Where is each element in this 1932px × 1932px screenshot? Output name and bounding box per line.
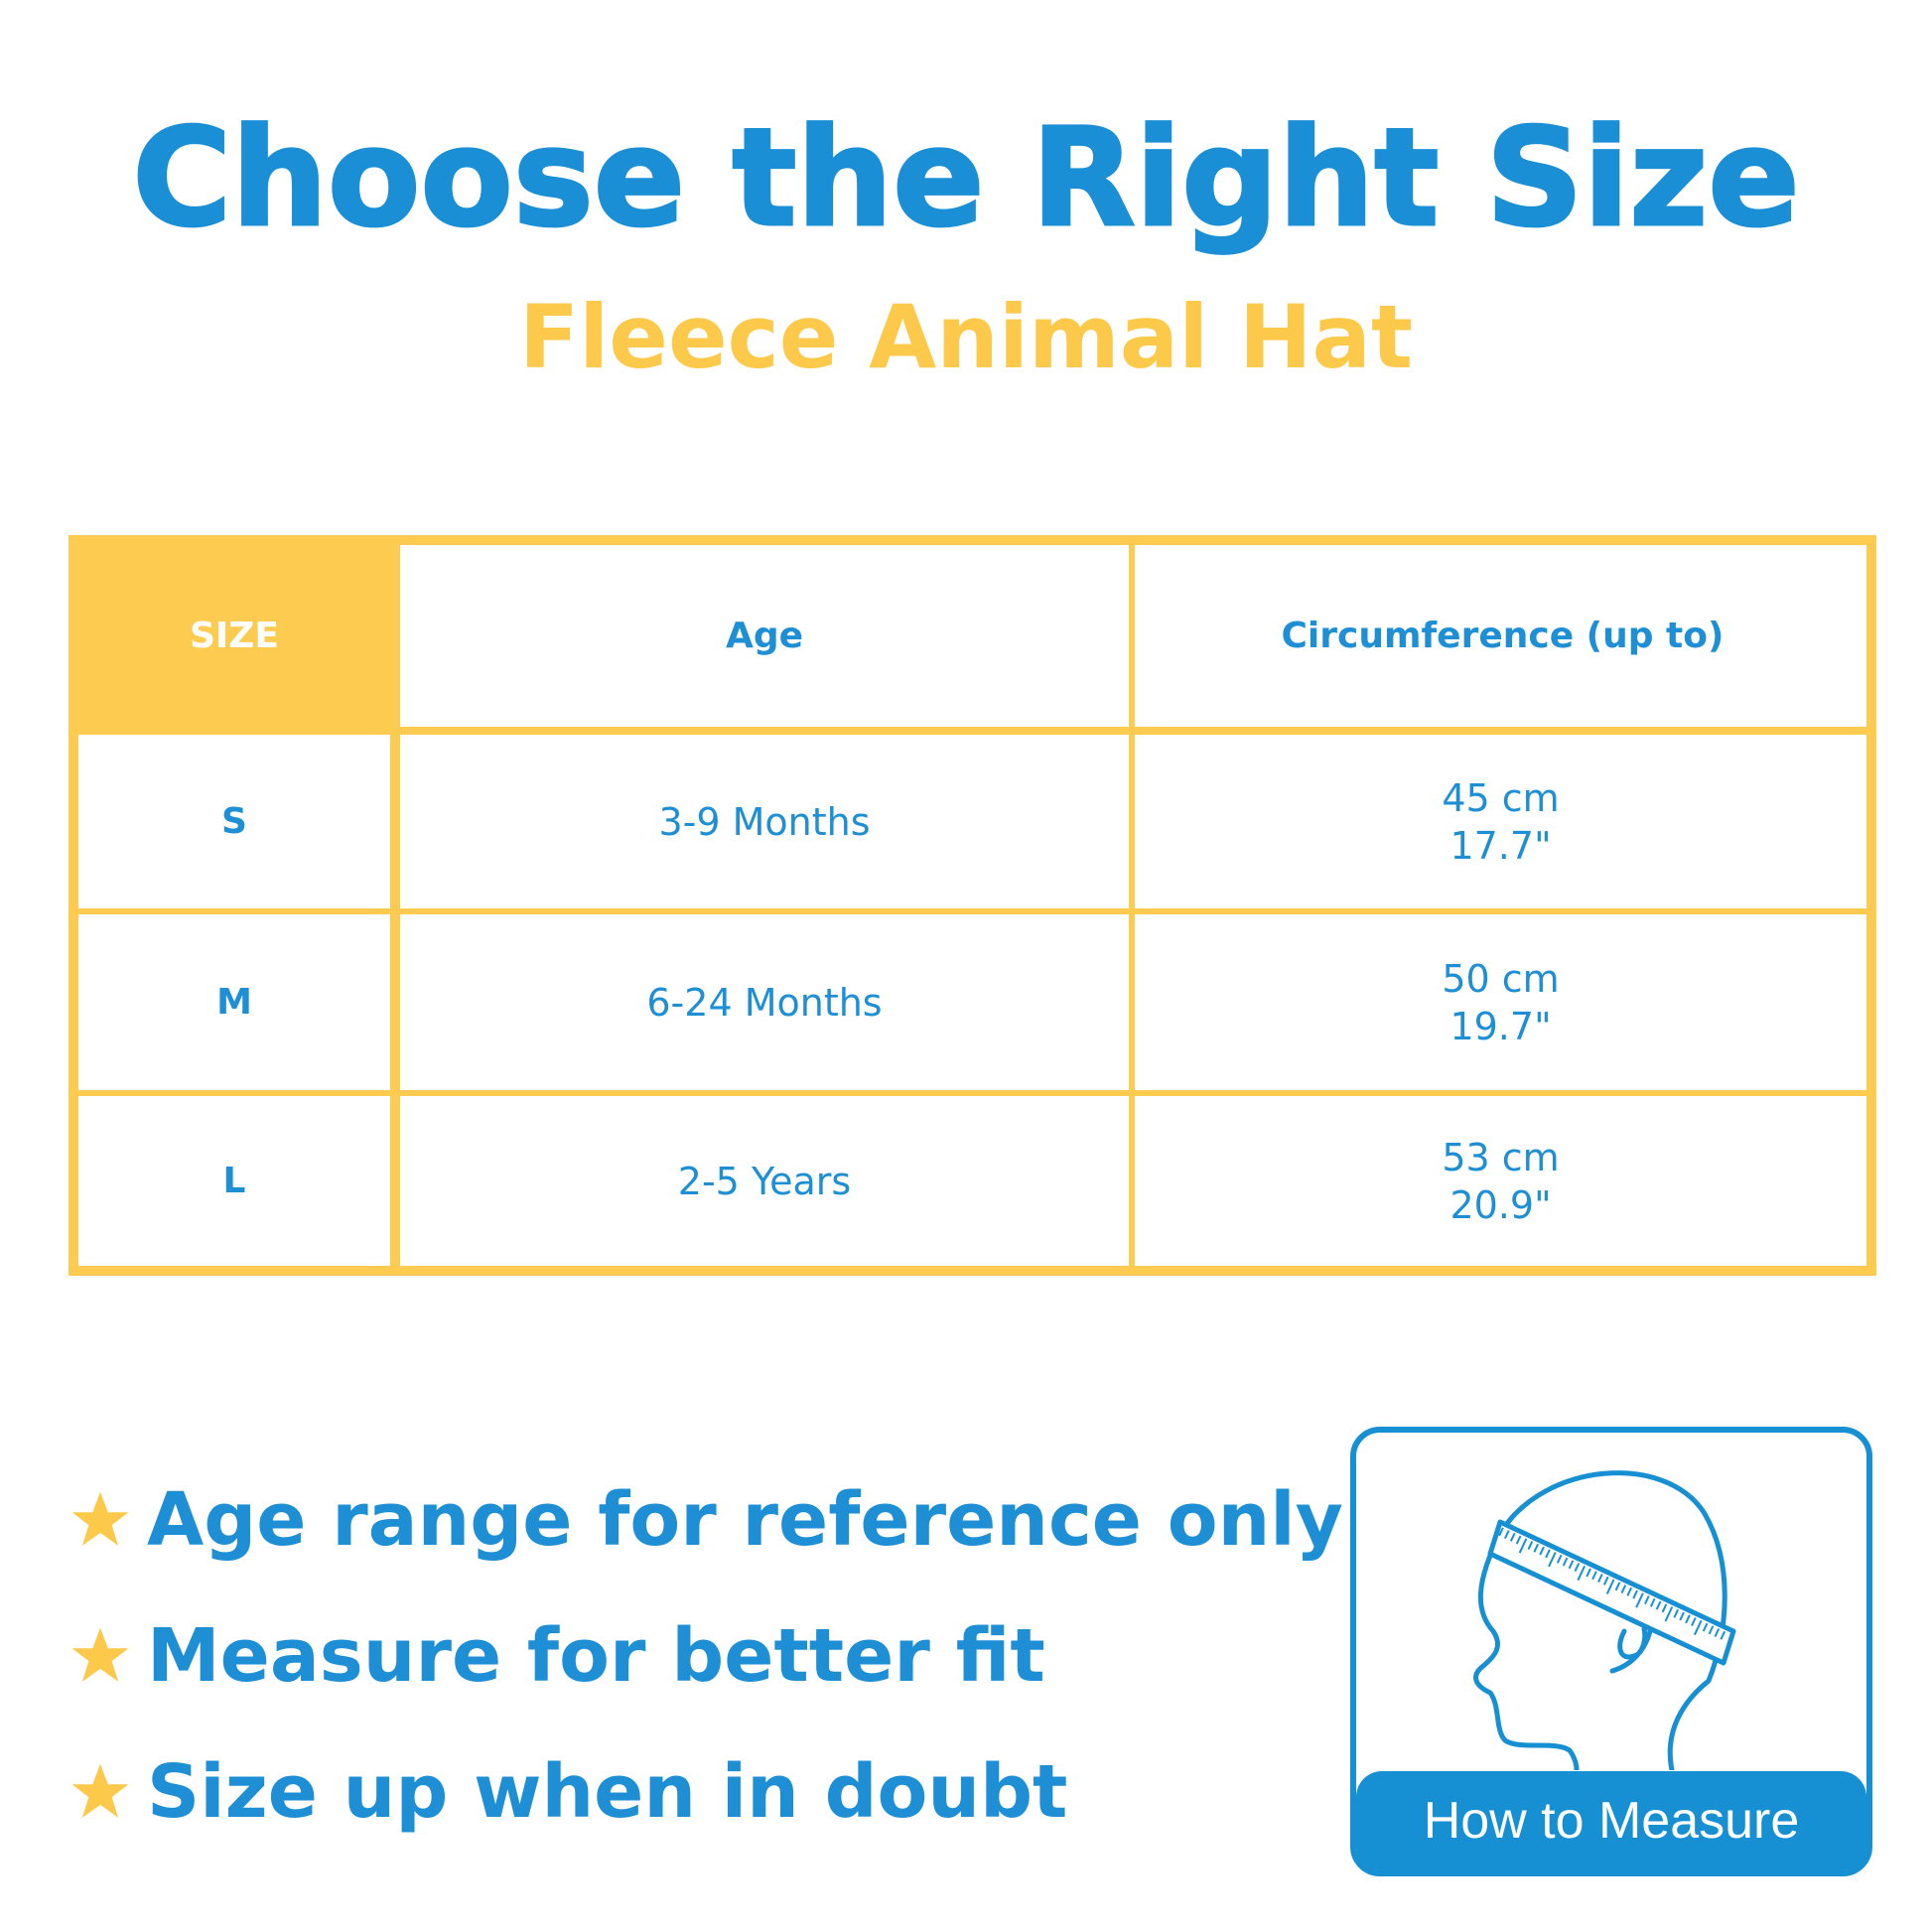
ruler-tick [1515,1535,1522,1545]
ruler-tick [1673,1608,1680,1618]
table-row-m-size: M [216,982,252,1023]
ruler-tick [1597,1574,1603,1584]
ruler-tick [1545,1549,1551,1559]
how-to-measure-label: How to Measure [1356,1771,1866,1870]
ruler-tick [1574,1563,1581,1573]
ruler-tick [1556,1554,1563,1564]
ruler-tick [1614,1582,1621,1591]
header-circumference-label: Circumference (up to) [1281,616,1725,656]
note-item: Measure for better fit [69,1613,1045,1699]
size-chart-table: SIZE Age Circumference (up to) S 3-9 Mon… [69,535,1876,1276]
ruler-tick [1498,1527,1504,1537]
ruler-tick [1562,1557,1569,1567]
cm-value: 45 cm [1442,775,1560,820]
ruler-tick [1685,1614,1691,1624]
ruler-tick [1679,1611,1685,1621]
note-text: Size up when in doubt [147,1749,1068,1835]
divider [78,1090,1866,1096]
table-row-l-age: 2-5 Years [677,1159,852,1203]
note-text: Age range for reference only [147,1477,1343,1563]
star-icon [71,1491,129,1546]
table-row-l-size: L [222,1161,246,1201]
table-row-s-circumference: 45 cm 17.7" [1135,735,1866,908]
ruler-tick [1591,1571,1597,1581]
ruler-tick [1605,1579,1615,1594]
table-row-l-circumference: 53 cm 20.9" [1135,1096,1866,1266]
note-item: Size up when in doubt [69,1749,1067,1835]
page-subtitle: Fleece Animal Hat [518,286,1414,388]
note-text: Measure for better fit [147,1613,1045,1699]
ruler-tick [1702,1622,1709,1632]
ruler-tick [1644,1595,1650,1605]
cm-value: 50 cm [1442,956,1560,1001]
ruler-tick [1586,1568,1591,1578]
ruler-tick [1539,1546,1545,1556]
ruler-ticks [1498,1527,1726,1640]
ruler-tick [1577,1565,1587,1582]
inch-value: 17.7" [1449,823,1552,868]
head-measuring-tape-icon [1473,1470,1736,1770]
ruler-tick [1708,1625,1715,1635]
ruler-tick [1661,1603,1668,1613]
table-row-m-age: 6-24 Months [646,980,883,1025]
ruler-tick [1720,1630,1726,1640]
ruler-tick [1632,1589,1638,1599]
table-row-s-size: S [221,801,247,842]
divider [390,545,400,1266]
ruler-tick [1527,1541,1534,1551]
ruler-tick [1691,1617,1697,1627]
ruler-tick [1504,1530,1510,1540]
divider [1129,545,1135,1266]
header-age-label: Age [725,616,804,656]
header-size-label: SIZE [189,616,280,656]
divider [78,727,1866,735]
ruler-tick [1509,1532,1516,1542]
ruler-tick [1635,1592,1644,1608]
how-to-measure-card: How to Measure [1350,1427,1872,1876]
ruler-tick [1518,1538,1528,1554]
divider [78,908,1866,914]
ruler-tick [1714,1628,1721,1638]
ruler-tick [1620,1585,1627,1594]
cm-value: 53 cm [1442,1135,1560,1179]
ruler-tick [1626,1587,1633,1596]
note-item: Age range for reference only [69,1477,1343,1563]
star-icon [71,1627,129,1682]
page-title: Choose the Right Size [131,99,1801,259]
ruler-tick [1533,1543,1540,1553]
table-row-s-age: 3-9 Months [658,799,871,844]
inch-value: 20.9" [1449,1182,1552,1227]
ruler-tick [1568,1560,1575,1570]
header-circumference: Circumference (up to) [1139,545,1866,727]
ruler-tick [1655,1600,1662,1610]
ruler-tick [1649,1597,1656,1607]
ruler-tick [1548,1552,1557,1568]
star-icon [71,1763,129,1818]
header-size: SIZE [78,545,390,727]
header-age: Age [400,545,1129,727]
inch-value: 19.7" [1449,1004,1552,1048]
ruler-tick [1602,1576,1609,1586]
table-row-m-circumference: 50 cm 19.7" [1135,914,1866,1090]
ruler-tick [1664,1606,1674,1622]
ruler-tick [1693,1619,1703,1636]
